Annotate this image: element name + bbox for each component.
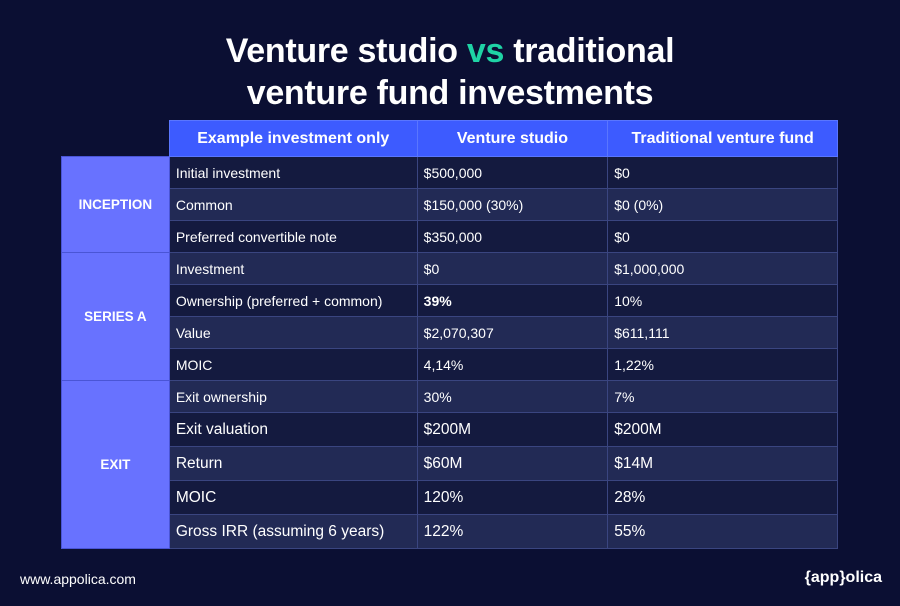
studio-value: $0 [416, 252, 609, 285]
studio-value: 120% [416, 480, 609, 515]
studio-value: 4,14% [416, 348, 609, 381]
title-part-2: traditional [504, 32, 675, 70]
table-row: EXIT Exit ownership 30% 7% [61, 380, 838, 549]
studio-value: $350,000 [416, 220, 609, 253]
row-label: MOIC [168, 480, 418, 515]
row-label: Initial investment [168, 156, 418, 189]
studio-value: $500,000 [416, 156, 609, 189]
row-label: Return [168, 446, 418, 481]
fund-value: $0 [607, 156, 838, 189]
row-label: Gross IRR (assuming 6 years) [168, 514, 418, 549]
row-label: MOIC [168, 348, 418, 381]
website-url: www.appolica.com [20, 571, 136, 587]
table-row: Return $60M $14M [62, 446, 838, 481]
fund-value: $611,111 [607, 316, 838, 349]
page-title: Venture studio vs traditional venture fu… [0, 30, 900, 114]
fund-value: 1,22% [607, 348, 838, 381]
studio-value: $200M [416, 412, 609, 447]
fund-value: 55% [607, 514, 838, 549]
row-label: Common [168, 188, 418, 221]
table-row: SERIES A Investment $0 $1,000,000 [61, 252, 838, 381]
table-row: Gross IRR (assuming 6 years) 122% 55% [62, 514, 838, 549]
stage-exit: EXIT [61, 380, 170, 549]
row-label: Investment [168, 252, 418, 285]
table-row: Preferred convertible note $350,000 $0 [62, 220, 838, 253]
row-label: Preferred convertible note [168, 220, 418, 253]
table-row: MOIC 120% 28% [62, 480, 838, 515]
header-example: Example investment only [168, 120, 418, 157]
table-row: MOIC 4,14% 1,22% [62, 348, 838, 381]
studio-value: $150,000 (30%) [416, 188, 609, 221]
comparison-table: Example investment only Venture studio T… [61, 120, 838, 549]
studio-value: $60M [416, 446, 609, 481]
appolica-logo: {app}olica [804, 569, 882, 586]
row-label: Value [168, 316, 418, 349]
studio-value: 39% [416, 284, 609, 317]
table-row: Value $2,070,307 $611,111 [62, 316, 838, 349]
table-row: Ownership (preferred + common) 39% 10% [62, 284, 838, 317]
stage-inception: INCEPTION [61, 156, 170, 253]
row-label: Ownership (preferred + common) [168, 284, 418, 317]
fund-value: 28% [607, 480, 838, 515]
stage-series-a: SERIES A [61, 252, 170, 381]
row-label: Exit ownership [168, 380, 418, 413]
table-row: Common $150,000 (30%) $0 (0%) [62, 188, 838, 221]
row-label: Exit valuation [168, 412, 418, 447]
table-row: Exit valuation $200M $200M [62, 412, 838, 447]
fund-value: 10% [607, 284, 838, 317]
studio-value: 30% [416, 380, 609, 413]
header-venture-studio: Venture studio [416, 120, 609, 157]
fund-value: $14M [607, 446, 838, 481]
fund-value: $200M [607, 412, 838, 447]
header-blank [62, 121, 170, 157]
title-accent: vs [466, 32, 505, 70]
fund-value: $0 (0%) [607, 188, 838, 221]
title-line-1: Venture studio vs traditional [0, 30, 900, 72]
table-row: INCEPTION Initial investment $500,000 $0 [61, 156, 838, 253]
studio-value: 122% [416, 514, 609, 549]
studio-value: $2,070,307 [416, 316, 609, 349]
fund-value: 7% [607, 380, 838, 413]
title-line-2: venture fund investments [246, 74, 654, 112]
fund-value: $0 [607, 220, 838, 253]
fund-value: $1,000,000 [607, 252, 838, 285]
title-part-1: Venture studio [225, 32, 467, 70]
header-traditional-fund: Traditional venture fund [607, 120, 838, 157]
table-header-row: Example investment only Venture studio T… [62, 120, 838, 157]
